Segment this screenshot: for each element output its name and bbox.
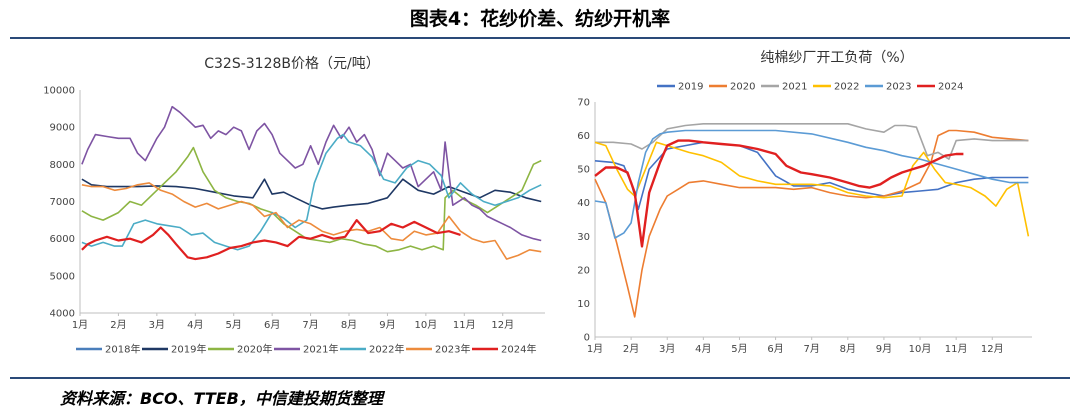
y-tick-label: 9000 bbox=[50, 123, 75, 134]
x-tick-label: 4月 bbox=[187, 319, 203, 331]
x-tick-label: 1月 bbox=[587, 343, 603, 355]
legend-label: 2023 bbox=[886, 82, 911, 93]
series-line-2021年 bbox=[81, 105, 542, 242]
series-line-2021 bbox=[595, 123, 1029, 160]
y-tick-label: 6000 bbox=[50, 234, 75, 245]
x-tick-label: 12月 bbox=[491, 319, 514, 331]
y-tick-label: 7000 bbox=[50, 197, 75, 208]
x-tick-label: 8月 bbox=[341, 319, 357, 331]
legend-label: 2024年 bbox=[501, 343, 536, 356]
x-tick-label: 12月 bbox=[981, 343, 1004, 355]
y-tick-label: 4000 bbox=[50, 309, 75, 320]
legend-label: 2019年 bbox=[171, 343, 206, 356]
figure-title: 图表4：花纱价差、纺纱开机率 bbox=[409, 8, 671, 30]
y-tick-label: 30 bbox=[577, 232, 590, 243]
series-line-2020年 bbox=[81, 146, 542, 253]
source-note: 资料来源：BCO、TTEB，中信建投期货整理 bbox=[60, 389, 383, 408]
x-tick-label: 5月 bbox=[731, 343, 747, 355]
legend-label: 2023年 bbox=[435, 343, 470, 356]
x-tick-label: 11月 bbox=[945, 343, 968, 355]
price-chart-title: C32S-3128B价格（元/吨） bbox=[204, 56, 379, 72]
y-tick-label: 40 bbox=[577, 198, 590, 209]
x-tick-label: 1月 bbox=[72, 319, 88, 331]
series-line-2024 bbox=[594, 139, 964, 248]
legend-label: 2024 bbox=[938, 82, 963, 93]
legend-label: 2019 bbox=[678, 82, 703, 93]
x-tick-label: 4月 bbox=[695, 343, 711, 355]
x-tick-label: 3月 bbox=[659, 343, 675, 355]
legend-label: 2022年 bbox=[369, 343, 404, 356]
y-tick-label: 60 bbox=[577, 131, 590, 142]
x-tick-label: 11月 bbox=[453, 319, 476, 331]
top-rule bbox=[10, 37, 1070, 39]
series-line-2022年 bbox=[81, 133, 542, 251]
x-tick-label: 7月 bbox=[804, 343, 820, 355]
legend-label: 2020 bbox=[730, 82, 755, 93]
operating-rate-chart: 纯棉纱厂开工负荷（%） 0 10 20 30 40 50 60 70 1月 2月 3月 4月 5月 6月 7… bbox=[577, 49, 1032, 355]
series-line-2023年 bbox=[81, 182, 542, 260]
legend-label: 2020年 bbox=[237, 343, 272, 356]
x-tick-label: 6月 bbox=[767, 343, 783, 355]
y-tick-label: 10000 bbox=[43, 86, 75, 97]
series-line-2019 bbox=[594, 141, 1029, 211]
x-tick-label: 10月 bbox=[909, 343, 932, 355]
y-tick-label: 8000 bbox=[50, 160, 75, 171]
y-tick-label: 50 bbox=[577, 165, 590, 176]
series-line-2024年 bbox=[81, 219, 461, 261]
x-tick-label: 9月 bbox=[876, 343, 892, 355]
y-tick-label: 5000 bbox=[50, 271, 75, 282]
series-line-2020 bbox=[594, 129, 1029, 318]
x-tick-label: 7月 bbox=[302, 319, 318, 331]
series-line-2022 bbox=[594, 141, 1030, 237]
x-tick-label: 2月 bbox=[110, 319, 126, 331]
y-tick-label: 10 bbox=[577, 299, 590, 310]
x-tick-label: 10月 bbox=[415, 319, 438, 331]
bottom-rule bbox=[10, 377, 1070, 379]
legend-label: 2018年 bbox=[105, 343, 140, 356]
series-line-2023 bbox=[594, 129, 1029, 239]
x-tick-label: 8月 bbox=[840, 343, 856, 355]
x-tick-label: 6月 bbox=[264, 319, 280, 331]
legend-label: 2021 bbox=[782, 82, 807, 93]
x-tick-label: 9月 bbox=[379, 319, 395, 331]
legend-label: 2022 bbox=[834, 82, 859, 93]
legend-label: 2021年 bbox=[303, 343, 338, 356]
y-tick-label: 0 bbox=[584, 333, 590, 344]
x-tick-label: 2月 bbox=[623, 343, 639, 355]
y-tick-label: 20 bbox=[577, 265, 590, 276]
x-tick-label: 3月 bbox=[149, 319, 165, 331]
operating-rate-chart-title: 纯棉纱厂开工负荷（%） bbox=[760, 49, 913, 66]
x-tick-label: 5月 bbox=[226, 319, 242, 331]
price-chart: C32S-3128B价格（元/吨） 4000 5000 6000 7000 8000 90… bbox=[43, 56, 545, 356]
y-tick-label: 70 bbox=[577, 98, 590, 109]
